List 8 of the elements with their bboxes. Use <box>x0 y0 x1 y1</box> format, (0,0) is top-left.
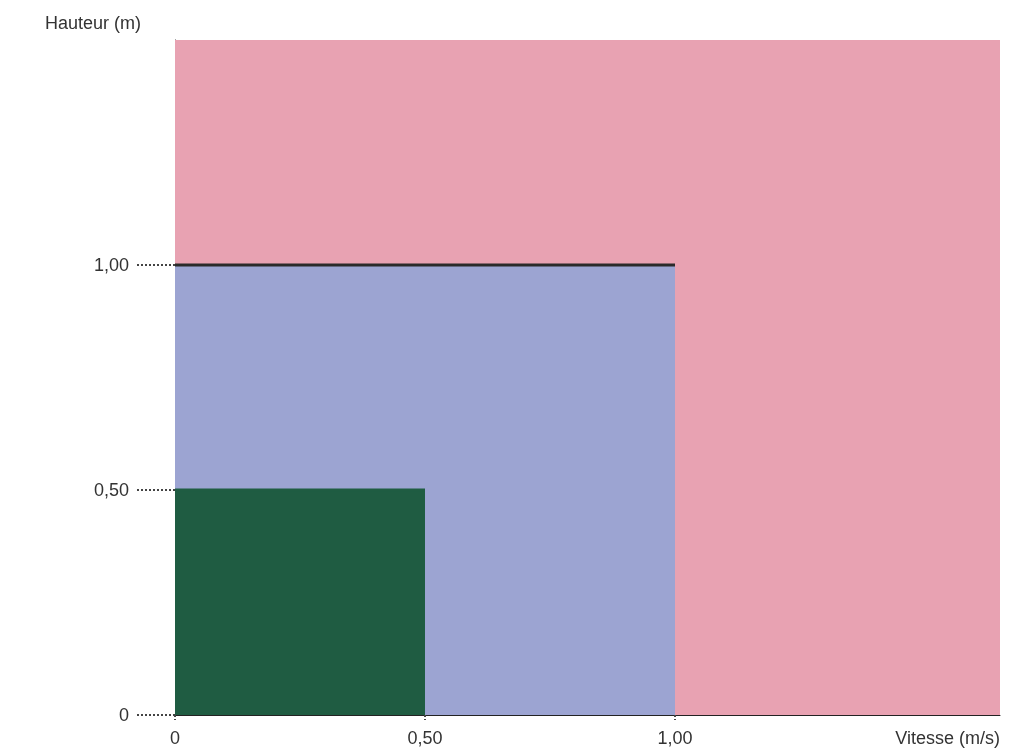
x-axis-title: Vitesse (m/s) <box>895 728 1000 748</box>
y-tick-label: 0,50 <box>93 480 129 500</box>
y-tick-label: 1,00 <box>93 255 129 275</box>
y-axis-title: Hauteur (m) <box>45 13 142 33</box>
x-tick-label: 0 <box>169 728 181 748</box>
y-tick-label: 0 <box>118 705 129 725</box>
x-tick-label: 1,00 <box>657 728 693 748</box>
x-tick-label: 0,50 <box>407 728 443 748</box>
